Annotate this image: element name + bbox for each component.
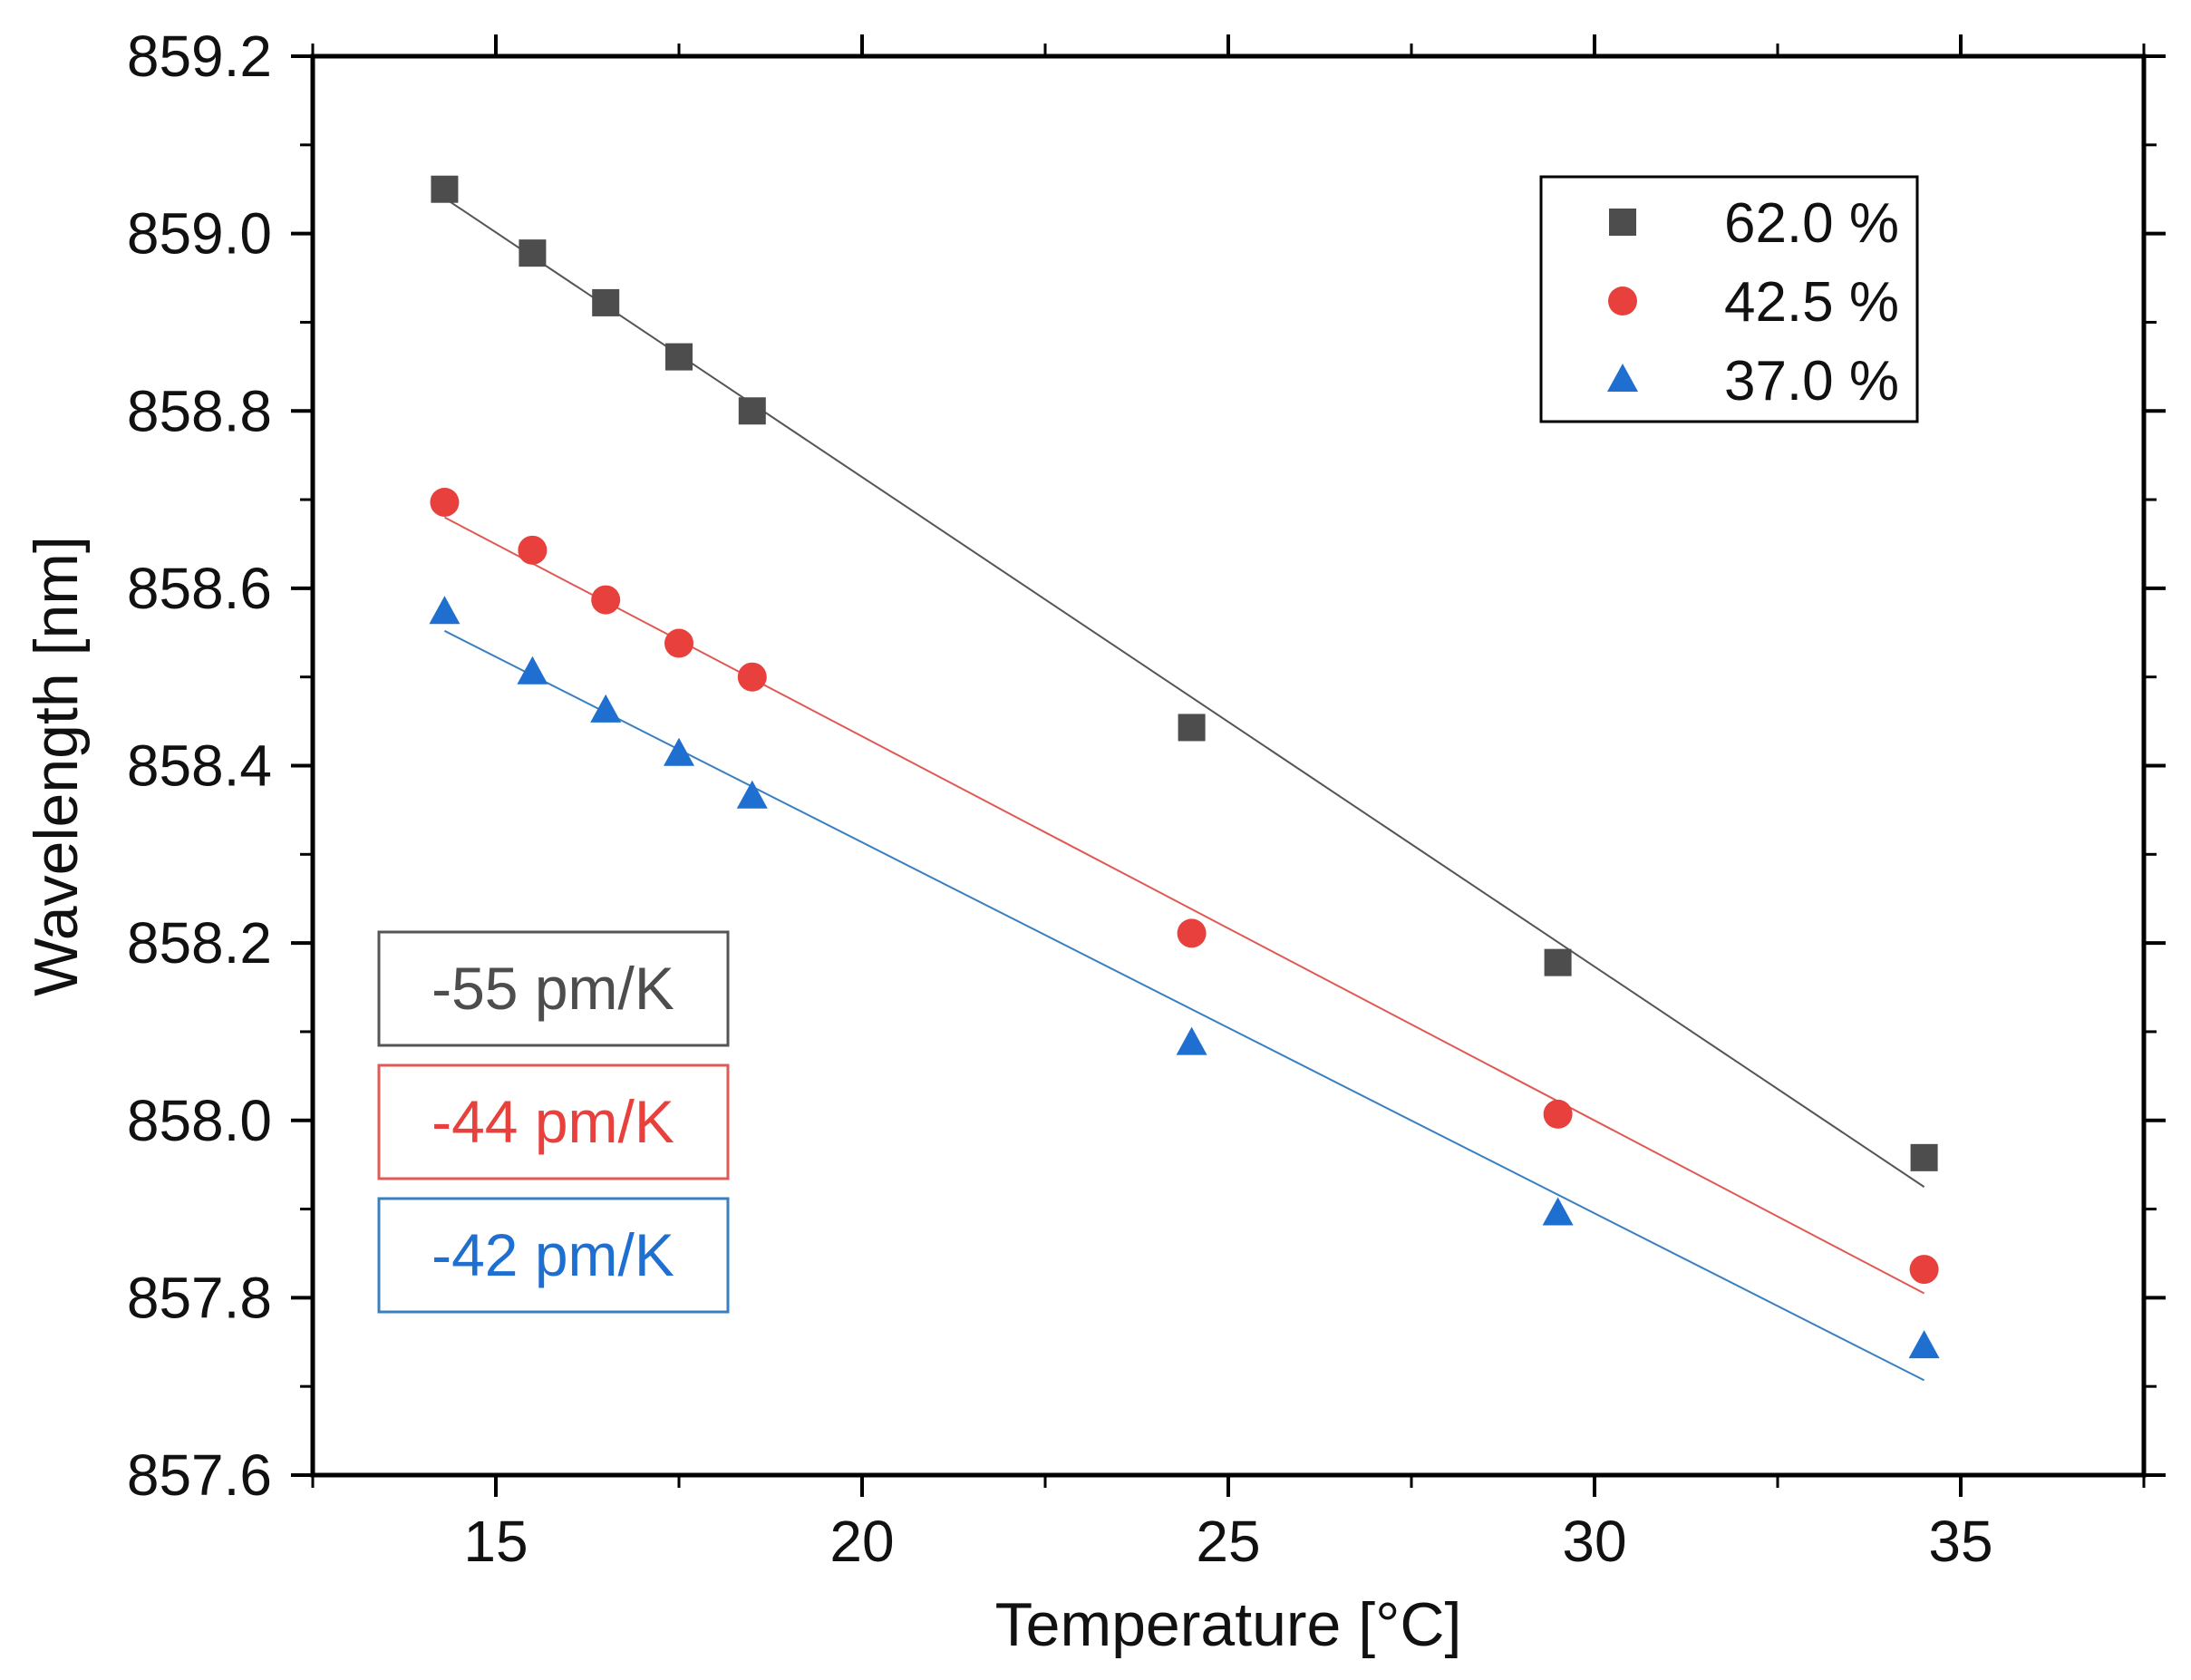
annotation-label: -42 pm/K [431,1221,674,1288]
y-tick-label: 858.0 [127,1088,272,1153]
slope-annotations: -55 pm/K -44 pm/K -42 pm/K [377,930,730,1314]
x-tick-label: 15 [463,1509,528,1574]
data-point [1178,714,1206,742]
annotation-label: -44 pm/K [431,1088,674,1155]
legend: 62.0 % 42.5 % 37.0 % [1539,175,1919,423]
fit-line [443,629,1925,1382]
data-point [430,487,460,517]
data-point [1176,1026,1207,1055]
y-tick-label: 858.4 [127,733,272,799]
data-point [591,585,621,615]
data-point [736,780,768,809]
y-tick-label: 857.8 [127,1265,272,1330]
annotation-box [377,1063,730,1180]
data-point [519,239,547,267]
legend-marker [1609,209,1636,236]
data-point [431,175,459,203]
y-tick-label: 859.0 [127,201,272,267]
legend-box [1539,175,1919,423]
y-tick-label: 858.2 [127,910,272,976]
y-tick-label: 859.2 [127,24,272,89]
x-axis-title: Temperature [°C] [995,1590,1462,1659]
y-tick-label: 858.6 [127,556,272,621]
data-point [592,288,620,316]
y-axis: 857.6 857.8 858.0 858.2 858.4 858.6 858.8 859.0… [127,24,2166,1508]
data-points [429,175,1940,1359]
x-tick-label: 20 [829,1509,894,1574]
data-point [518,535,548,565]
legend-label: 62.0 % [1724,192,1899,255]
legend-marker [1608,286,1637,316]
data-point [590,694,622,723]
x-axis: 15 20 25 30 35 [311,34,2146,1574]
legend-marker [1607,364,1638,392]
x-tick-label: 25 [1196,1509,1260,1574]
annotation-box [377,930,730,1047]
x-tick-label: 30 [1562,1509,1626,1574]
data-point [1910,1143,1938,1171]
data-point [737,662,767,692]
data-point [429,596,460,625]
data-point [665,343,693,371]
x-tick-label: 35 [1928,1509,1992,1574]
data-point [1909,1255,1939,1285]
annotation-label: -55 pm/K [431,955,674,1022]
data-point [1542,1197,1574,1226]
legend-label: 37.0 % [1724,350,1899,413]
data-point [1177,918,1207,948]
y-axis-title: Wavelength [nm] [22,536,91,996]
data-point [664,737,694,766]
data-point [738,397,766,425]
data-point [517,655,548,685]
data-point [1543,1099,1573,1129]
data-point [1908,1330,1940,1359]
y-tick-label: 857.6 [127,1442,272,1508]
y-tick-label: 858.8 [127,378,272,443]
annotation-box [377,1197,730,1314]
data-point [664,628,693,658]
data-point [1544,948,1572,976]
legend-label: 42.5 % [1724,271,1899,334]
